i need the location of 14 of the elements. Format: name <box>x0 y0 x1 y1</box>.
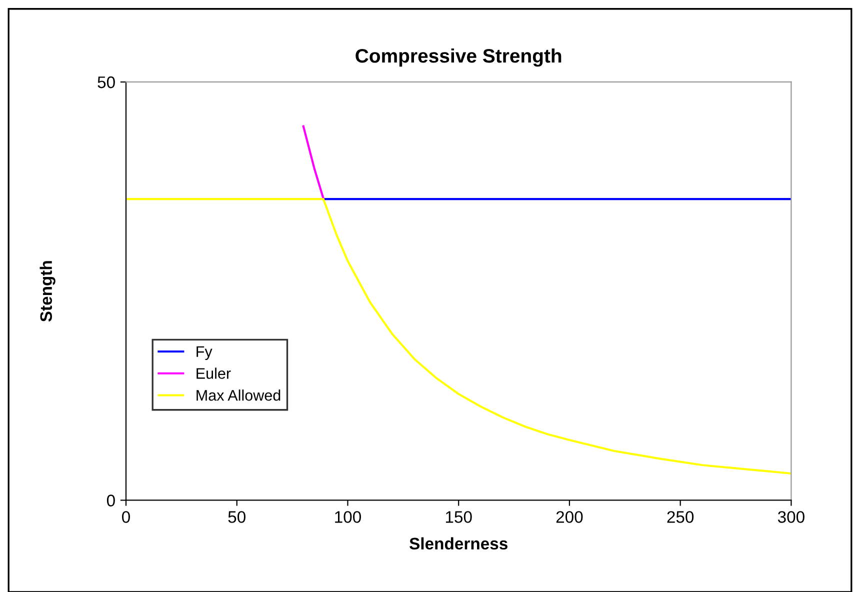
x-tick-label: 300 <box>778 511 804 523</box>
x-axis-title: Slenderness <box>410 537 508 550</box>
legend-label: Fy <box>196 346 212 360</box>
x-tick-label: 150 <box>446 511 472 523</box>
x-tick-label: 200 <box>556 511 583 523</box>
legend-label: Max Allowed <box>196 390 280 401</box>
x-tick-label: 0 <box>122 511 130 523</box>
line-series <box>126 198 792 475</box>
legend-label: Euler <box>196 368 231 379</box>
x-tick-label: 100 <box>335 511 361 523</box>
x-tick-label: 250 <box>667 511 694 523</box>
chart-title: Compressive Strength <box>356 48 562 67</box>
y-axis-title: Stength <box>40 261 56 322</box>
x-tick-label: 50 <box>228 511 246 523</box>
